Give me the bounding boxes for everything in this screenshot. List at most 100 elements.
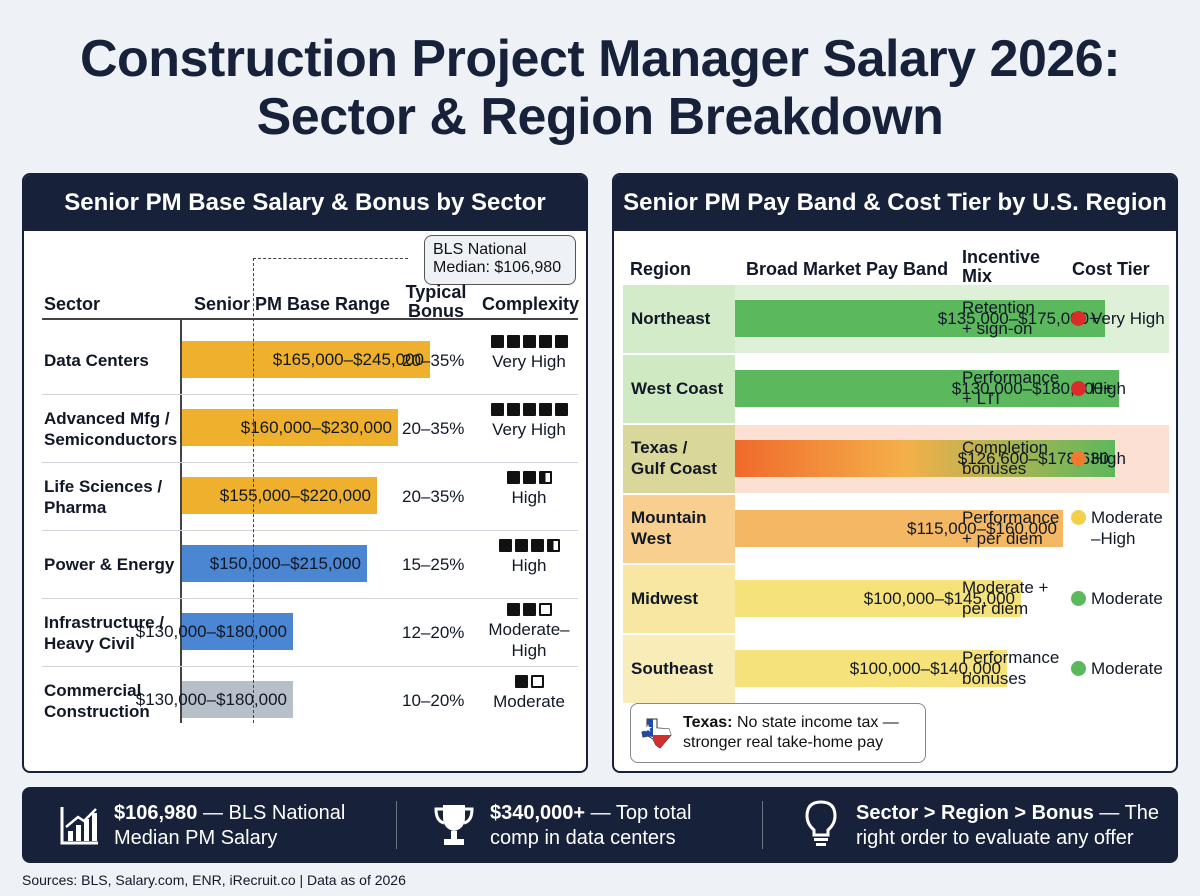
region-label-cell: West Coast (623, 355, 735, 423)
region-row: Midwest $100,000–$145,000 Moderate + per di… (623, 565, 1169, 633)
cost-tier-label: Moderate (1091, 658, 1163, 679)
cost-tier-line-1: Moderate (1091, 508, 1163, 527)
sector-row: Advanced Mfg / Semiconductors $160,000–$23… (24, 395, 586, 463)
stat-top-comp-line-2: comp in data centers (490, 827, 676, 849)
region-incentive: Retention + sign-on (962, 297, 1035, 339)
sector-range-bar: $165,000–$245,000 (182, 341, 430, 378)
title-line-2: Sector & Region Breakdown (256, 88, 944, 146)
complexity-square (530, 675, 544, 688)
region-incentive: Performance bonuses (962, 647, 1059, 689)
region-pay-band-bar: $100,000–$145,000 (735, 580, 1021, 617)
region-cost-tier: Very High (1071, 308, 1165, 329)
complexity-square (538, 603, 552, 616)
sector-bonus: 15–25% (402, 555, 465, 574)
sector-complexity: Moderate– High (480, 603, 578, 661)
complexity-square (522, 403, 536, 416)
sector-row: Infrastructure / Heavy Civil $130,000–$180… (24, 599, 586, 667)
sector-range-bar: $155,000–$220,000 (182, 477, 377, 514)
region-pay-band-bar: $115,000–$160,000 (735, 510, 1063, 547)
texas-note-line-2: stronger real take-home pay (683, 734, 884, 751)
sector-range-bar: $130,000–$180,000 (136, 681, 293, 718)
incentive-line-2: + LTI (962, 389, 1000, 408)
sector-panel-heading: Senior PM Base Salary & Bonus by Sector (24, 175, 586, 231)
incentive-line-1: Completion (962, 438, 1048, 457)
region-label-line-2: Gulf Coast (631, 459, 717, 478)
cost-tier-line-2: –High (1091, 529, 1136, 548)
sector-complexity: Very High (480, 403, 578, 440)
region-label-line-1: Midwest (631, 589, 699, 608)
incentive-line-1: Performance (962, 368, 1060, 387)
sector-bonus: 20–35% (402, 419, 465, 438)
stat-top-comp: $340,000+ — Top total comp in data cente… (490, 801, 691, 851)
texas-note-text: Texas: No state income tax — stronger re… (683, 713, 899, 753)
complexity-square (546, 539, 560, 552)
sector-label-line-2: Semiconductors (44, 430, 178, 449)
complexity-square (498, 539, 512, 552)
sector-label: Life Sciences / Pharma (44, 476, 162, 518)
row-separator (42, 530, 578, 531)
sector-label-line-1: Advanced Mfg / (44, 409, 170, 428)
complexity-square (522, 603, 536, 616)
region-row: Southeast $100,000–$140,000 Performance bon… (623, 635, 1169, 703)
cost-tier-line-1: High (1091, 449, 1126, 468)
complexity-square (554, 335, 568, 348)
region-cost-tier: High (1071, 378, 1126, 399)
region-label-line-1: Texas / (631, 438, 688, 457)
sector-label-line-2: Heavy Civil (44, 634, 135, 653)
cost-tier-line-1: Moderate (1091, 659, 1163, 678)
row-separator (42, 598, 578, 599)
col-region: Region (630, 259, 691, 279)
stat-median-bold: $106,980 (114, 802, 198, 824)
region-pay-band-bar: $135,000–$175,000+ (735, 300, 1105, 337)
complexity-rating (480, 471, 578, 484)
footer-divider-2 (762, 801, 763, 849)
complexity-label-line-2: High (511, 641, 547, 660)
sector-panel: Senior PM Base Salary & Bonus by Sector … (22, 173, 588, 773)
stat-median-line-2: Median PM Salary (114, 827, 278, 849)
complexity-square (522, 335, 536, 348)
sector-range-bar: $150,000–$215,000 (182, 545, 367, 582)
col-bonus-line-1: Typical (405, 282, 467, 302)
complexity-label: Very High (492, 352, 566, 371)
sector-row: Data Centers $165,000–$245,000 20–35% Very … (24, 327, 586, 395)
sector-bonus: 12–20% (402, 623, 465, 642)
complexity-square (538, 471, 552, 484)
col-incentive-line-1: Incentive (962, 247, 1041, 267)
incentive-line-2: + sign-on (962, 319, 1033, 338)
cost-tier-line-1: Moderate (1091, 589, 1163, 608)
sector-bonus: 20–35% (402, 487, 465, 506)
sector-label-line-1: Power & Energy (44, 555, 175, 574)
sector-label: Infrastructure / Heavy Civil (44, 612, 164, 654)
median-reference-line (253, 258, 254, 723)
sector-label: Commercial Construction (44, 680, 150, 722)
incentive-line-1: Performance (962, 648, 1060, 667)
cost-tier-dot-icon (1071, 311, 1086, 326)
col-incentive-line-2: Mix (962, 266, 993, 286)
region-label-cell: Mountain West (623, 495, 735, 563)
complexity-square (490, 335, 504, 348)
incentive-line-2: + per diem (962, 529, 1043, 548)
col-range: Senior PM Base Range (194, 294, 391, 314)
complexity-label: Moderate– (488, 620, 570, 639)
complexity-label: Very High (492, 420, 566, 439)
cost-tier-label: Very High (1091, 308, 1165, 329)
region-label-cell: Midwest (623, 565, 735, 633)
complexity-square (490, 403, 504, 416)
median-callout-line-1: BLS National (433, 241, 527, 258)
cost-tier-dot-icon (1071, 661, 1086, 676)
incentive-line-1: Performance (962, 508, 1060, 527)
region-label: Mountain West (631, 507, 707, 549)
footer-divider-1 (396, 801, 397, 849)
incentive-line-1: Retention (962, 298, 1035, 317)
complexity-square (506, 603, 520, 616)
cost-tier-label: Moderate –High (1091, 507, 1163, 549)
complexity-square (522, 471, 536, 484)
region-incentive: Moderate + per diem (962, 577, 1048, 619)
col-complexity: Complexity (482, 294, 580, 314)
source-note: Sources: BLS, Salary.com, ENR, iRecruit.… (22, 872, 406, 888)
sector-bonus: 10–20% (402, 691, 465, 710)
incentive-line-2: bonuses (962, 459, 1027, 478)
median-callout: BLS National Median: $106,980 (424, 235, 576, 285)
incentive-line-1: Moderate + (962, 578, 1049, 597)
incentive-line-2: per diem (962, 599, 1029, 618)
